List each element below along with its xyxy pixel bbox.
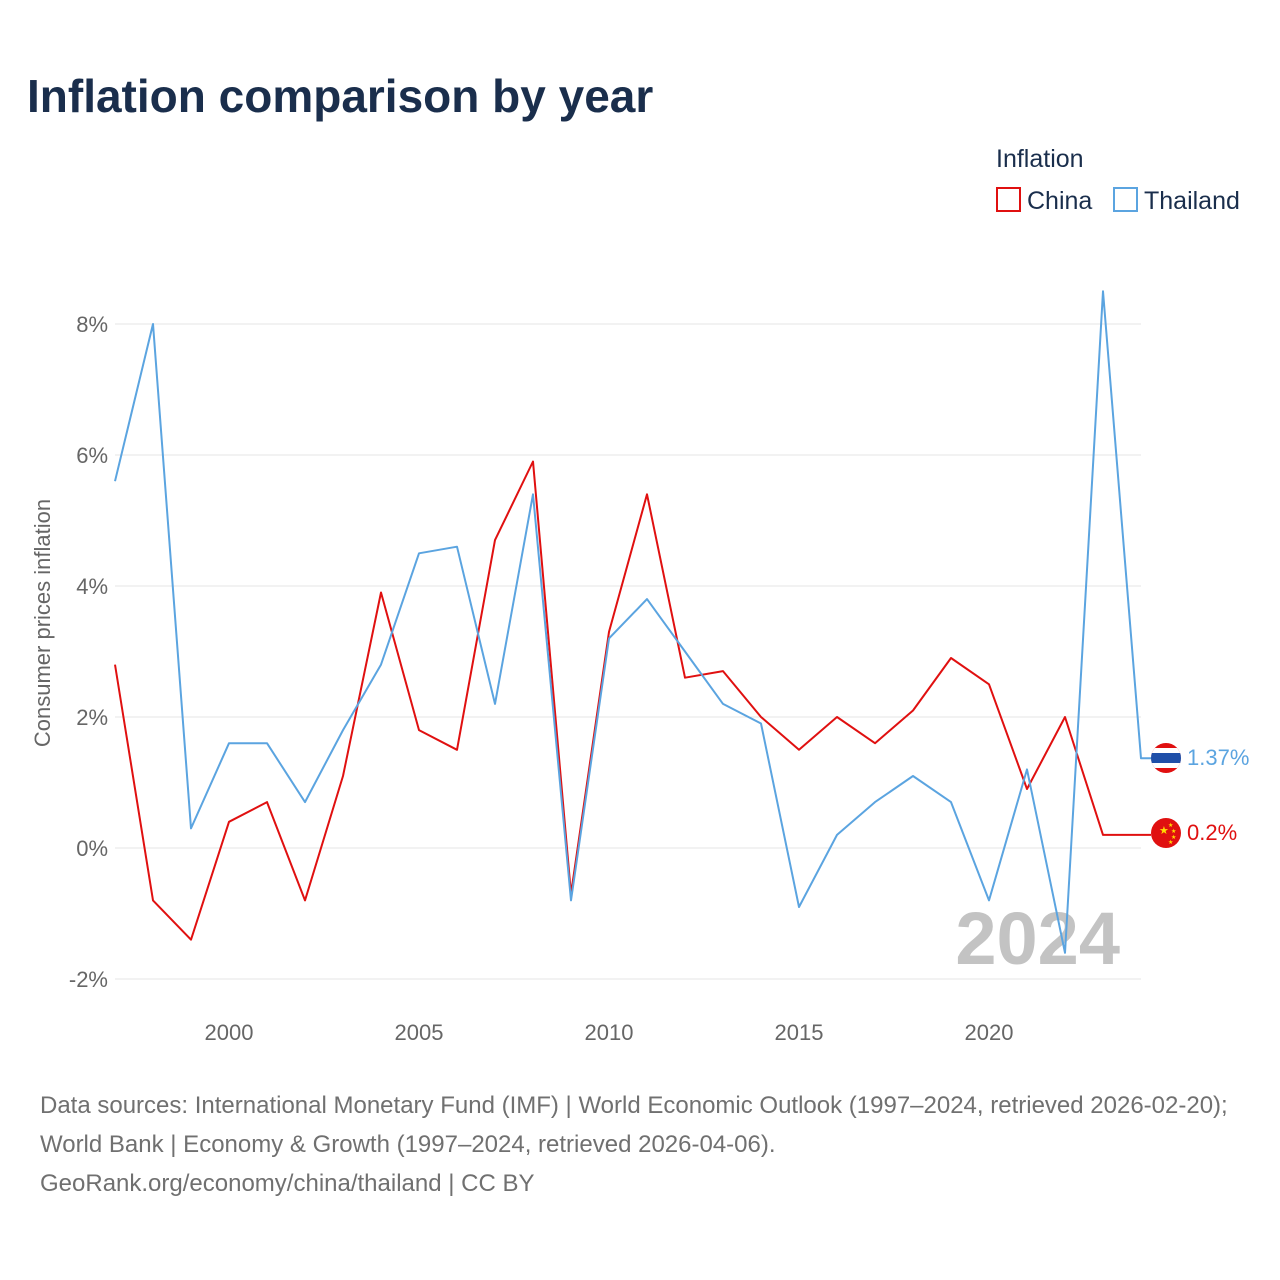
end-label-thailand: 1.37% — [1187, 745, 1249, 770]
year-watermark: 2024 — [955, 897, 1120, 980]
series-line-china[interactable] — [114, 460, 1151, 941]
end-marker-thailand: 1.37% — [1151, 743, 1249, 773]
grid — [115, 323, 1141, 980]
series — [114, 290, 1151, 954]
legend-item-thailand[interactable]: Thailand — [1113, 187, 1240, 215]
y-tick-label: 8% — [76, 312, 108, 337]
legend-swatch-china — [996, 187, 1021, 212]
end-marker-china: ★ ★ ★ ★ ★ 0.2% — [1151, 818, 1237, 848]
y-tick-label: -2% — [69, 967, 108, 992]
x-tick-label: 2020 — [965, 1020, 1014, 1045]
y-tick-label: 6% — [76, 443, 108, 468]
svg-text:★: ★ — [1168, 839, 1173, 846]
source-note: Data sources: International Monetary Fun… — [40, 1086, 1250, 1203]
thailand-flag-icon — [1151, 743, 1181, 773]
y-axis-ticks: -2% 0% 2% 4% 6% 8% — [69, 312, 108, 992]
x-axis-ticks: 2000 2005 2010 2015 2020 — [205, 1020, 1014, 1045]
legend: Inflation China Thailand — [996, 145, 1240, 215]
svg-text:★: ★ — [1159, 825, 1169, 837]
x-tick-label: 2000 — [205, 1020, 254, 1045]
legend-title: Inflation — [996, 145, 1084, 173]
x-tick-label: 2015 — [775, 1020, 824, 1045]
svg-text:★: ★ — [1168, 822, 1173, 829]
y-tick-label: 0% — [76, 836, 108, 861]
legend-label-thailand: Thailand — [1144, 187, 1240, 215]
svg-text:★: ★ — [1171, 828, 1176, 835]
series-line-thailand[interactable] — [114, 290, 1151, 954]
legend-label-china: China — [1027, 187, 1092, 215]
x-tick-label: 2010 — [585, 1020, 634, 1045]
source-citation: Data sources: International Monetary Fun… — [40, 1092, 1228, 1158]
y-tick-label: 4% — [76, 574, 108, 599]
y-axis-label: Consumer prices inflation — [30, 499, 55, 747]
end-label-china: 0.2% — [1187, 820, 1237, 845]
chart-title: Inflation comparison by year — [27, 70, 653, 122]
china-flag-icon: ★ ★ ★ ★ ★ — [1151, 818, 1181, 848]
y-tick-label: 2% — [76, 705, 108, 730]
legend-item-china[interactable]: China — [996, 187, 1092, 215]
source-site-license: GeoRank.org/economy/china/thailand | CC … — [40, 1170, 535, 1197]
x-tick-label: 2005 — [395, 1020, 444, 1045]
svg-text:★: ★ — [1171, 834, 1176, 841]
legend-swatch-thailand — [1113, 187, 1138, 212]
